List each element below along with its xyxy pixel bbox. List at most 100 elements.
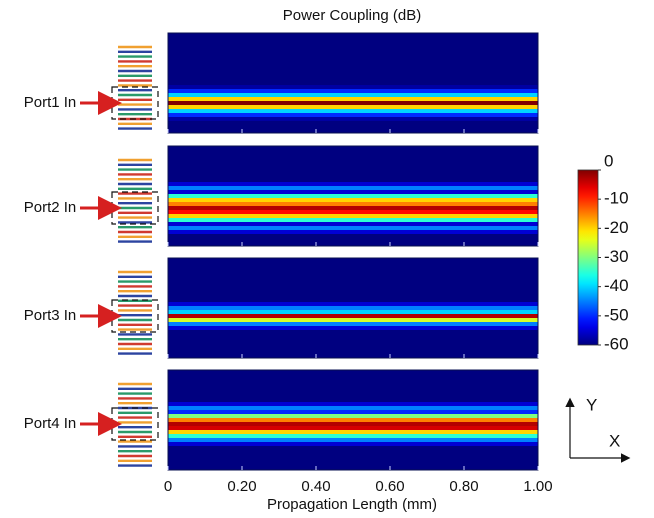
heat-row xyxy=(168,438,538,443)
heat-row xyxy=(168,105,538,110)
heat-row xyxy=(168,174,538,179)
heat-row xyxy=(168,454,538,459)
colorbar-tick-label: -30 xyxy=(604,247,629,266)
heat-row xyxy=(168,446,538,451)
heat-row xyxy=(168,458,538,463)
heat-row xyxy=(168,234,538,239)
heat-row xyxy=(168,402,538,407)
heat-row xyxy=(168,462,538,467)
heat-row xyxy=(168,286,538,291)
heat-row xyxy=(168,442,538,447)
heat-row xyxy=(168,146,538,151)
heat-row xyxy=(168,178,538,183)
heat-row xyxy=(168,85,538,90)
heat-row xyxy=(168,57,538,62)
heat-row xyxy=(168,382,538,387)
x-tick-label: 0 xyxy=(164,478,172,495)
heat-row xyxy=(168,330,538,335)
heat-row xyxy=(168,342,538,347)
heat-row xyxy=(168,426,538,431)
heat-row xyxy=(168,117,538,122)
heat-row xyxy=(168,334,538,339)
panel: Port2 In xyxy=(24,145,539,247)
heat-row xyxy=(168,422,538,427)
heat-row xyxy=(168,158,538,163)
x-tick-label: 0.80 xyxy=(449,478,478,495)
x-axis-label: Propagation Length (mm) xyxy=(267,496,437,513)
heat-row xyxy=(168,278,538,283)
heat-row xyxy=(168,61,538,66)
heat-row xyxy=(168,41,538,46)
heat-row xyxy=(168,386,538,391)
heat-row xyxy=(168,125,538,130)
heat-row xyxy=(168,290,538,295)
heat-row xyxy=(168,162,538,167)
heat-row xyxy=(168,150,538,155)
colorbar-tick-label: -40 xyxy=(604,276,629,295)
heat-row xyxy=(168,33,538,38)
heat-row xyxy=(168,310,538,315)
heat-row xyxy=(168,242,538,247)
heat-row xyxy=(168,354,538,359)
heat-row xyxy=(168,81,538,86)
heat-row xyxy=(168,374,538,379)
panel: Port3 In xyxy=(24,257,539,359)
panel-frame xyxy=(167,369,539,471)
heat-row xyxy=(168,121,538,126)
heat-row xyxy=(168,394,538,399)
heat-row xyxy=(168,182,538,187)
panel-frame xyxy=(167,257,539,359)
y-icon-label: Y xyxy=(586,395,597,414)
heat-row xyxy=(168,89,538,94)
heat-row xyxy=(168,101,538,106)
heat-row xyxy=(168,198,538,203)
heat-row xyxy=(168,274,538,279)
heat-row xyxy=(168,378,538,383)
panel: Port4 In xyxy=(24,369,539,471)
heat-row xyxy=(168,270,538,275)
heat-row xyxy=(168,166,538,171)
heat-row xyxy=(168,109,538,114)
heat-row xyxy=(168,258,538,263)
heat-row xyxy=(168,350,538,355)
heat-row xyxy=(168,282,538,287)
x-tick-label: 0.20 xyxy=(227,478,256,495)
colorbar-tick-label: -10 xyxy=(604,189,629,208)
port-label: Port4 In xyxy=(24,415,77,432)
panel-frame xyxy=(167,145,539,247)
heat-row xyxy=(168,406,538,411)
heat-row xyxy=(168,298,538,303)
heat-row xyxy=(168,466,538,471)
colorbar-tick-label: 0 xyxy=(604,151,613,170)
heat-row xyxy=(168,73,538,78)
heat-row xyxy=(168,434,538,439)
colorbar-tick-label: -60 xyxy=(604,334,629,353)
heat-row xyxy=(168,410,538,415)
heat-row xyxy=(168,170,538,175)
heat-row xyxy=(168,49,538,54)
heat-row xyxy=(168,322,538,327)
x-icon-label: X xyxy=(609,431,620,450)
panel-frame xyxy=(167,32,539,134)
heat-row xyxy=(168,318,538,323)
colorbar-tick-label: -50 xyxy=(604,305,629,324)
heat-row xyxy=(168,302,538,307)
heat-row xyxy=(168,206,538,211)
heat-row xyxy=(168,210,538,215)
heat-row xyxy=(168,222,538,227)
heat-row xyxy=(168,370,538,375)
heat-row xyxy=(168,77,538,82)
heat-row xyxy=(168,398,538,403)
x-tick-label: 0.60 xyxy=(375,478,404,495)
port-label: Port2 In xyxy=(24,199,77,216)
heat-row xyxy=(168,53,538,58)
heat-row xyxy=(168,93,538,98)
heat-row xyxy=(168,202,538,207)
heat-row xyxy=(168,430,538,435)
heat-row xyxy=(168,154,538,159)
heat-row xyxy=(168,390,538,395)
heat-row xyxy=(168,306,538,311)
heat-row xyxy=(168,418,538,423)
heat-row xyxy=(168,226,538,231)
colorbar xyxy=(577,169,599,346)
